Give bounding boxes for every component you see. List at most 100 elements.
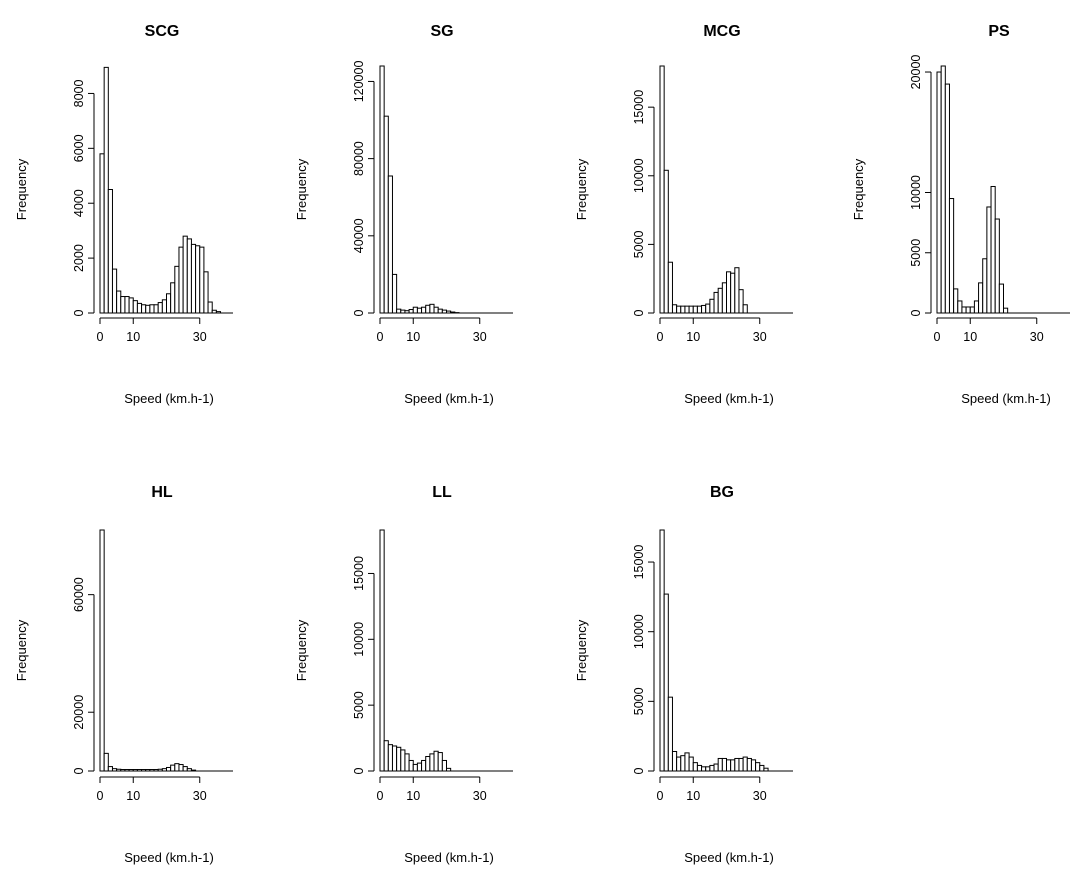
histogram-bar [957,300,963,314]
histogram-bar [738,289,744,314]
y-tick-label: 5000 [352,691,366,719]
panel-title: HL [151,484,173,501]
histogram-bar [998,283,1004,314]
histogram-bar [721,757,727,772]
histogram-bar [429,303,435,314]
histogram-bar [730,759,736,772]
histogram-bar [680,755,686,772]
histogram-bar [182,766,188,772]
histogram-bar [692,305,698,314]
histogram-bar [391,273,398,314]
x-tick-label: 0 [377,330,384,344]
histogram-bar [161,299,167,314]
y-tick-label: 10000 [352,622,366,657]
histogram-bar [969,306,975,314]
histogram-bar [178,246,184,314]
histogram-bar [433,750,439,772]
x-tick-label: 30 [193,789,207,803]
histogram-bar [726,271,732,314]
histogram-bar [421,306,427,314]
y-tick-label: 5000 [632,687,646,715]
y-tick-label: 0 [909,309,923,316]
histogram-bar [696,305,703,314]
histogram-bar [383,740,389,772]
histogram-bar [207,301,213,314]
histogram-bar [404,753,410,772]
x-axis-label: Speed (km.h-1) [684,850,774,865]
histogram-bar [709,298,715,314]
histogram-bar [676,305,682,314]
histogram-bar [433,306,439,314]
x-tick-label: 30 [1030,330,1044,344]
histogram-bar [103,752,109,772]
histogram-bar [145,304,151,314]
histogram-bar [111,268,118,314]
histogram-bar [157,302,163,314]
panel-ll: 0 10 30 0 5000 10000 15000 LL Speed (km.h-1) Freq… [294,484,513,865]
histogram-bar [396,308,402,314]
histogram-bar [379,65,385,314]
histogram-bar [186,238,192,314]
histogram-bar [663,593,669,772]
y-tick-label: 0 [632,767,646,774]
histogram-bar [978,282,984,314]
histogram-bar [692,762,698,772]
y-tick-label: 2000 [72,244,86,272]
x-tick-label: 10 [406,330,420,344]
x-tick-label: 10 [686,330,700,344]
histogram-bar [705,303,711,314]
y-axis-label: Frequency [14,158,29,220]
histogram-bar [174,763,180,772]
histogram-bar [742,756,748,772]
histogram-bar [721,282,727,314]
panel-bg: 0 10 30 0 5000 10000 15000 BG Speed (km.h-1) Freq… [574,484,793,865]
histogram-bar [688,305,694,314]
panel-sg: 0 10 30 0 40000 80000 120000 SG Speed (km.h-1) Fr… [294,23,513,406]
y-tick-label: 15000 [352,556,366,591]
histogram-bar [986,206,992,314]
x-tick-label: 10 [126,330,140,344]
x-axis-label: Speed (km.h-1) [124,850,214,865]
panel-title: PS [988,23,1010,40]
y-tick-label: 0 [72,309,86,316]
y-tick-label: 15000 [632,545,646,580]
histogram-bar [684,305,690,314]
histogram-bar [663,169,669,314]
y-tick-label: 5000 [632,230,646,258]
y-tick-label: 60000 [72,577,86,612]
x-tick-label: 30 [193,330,207,344]
panel-scg: 0 10 30 0 2000 4000 6000 8000 SCG Speed (km.h-1) F… [14,23,233,406]
histogram-bar [99,529,105,772]
histogram-bar [676,756,682,772]
histogram-bar [973,300,980,314]
y-tick-label: 0 [632,309,646,316]
histogram-bar [1003,307,1009,314]
x-axis-label: Speed (km.h-1) [124,391,214,406]
histogram-bar [717,757,723,772]
y-tick-label: 8000 [72,79,86,107]
histogram-bar [759,764,765,772]
x-tick-label: 10 [963,330,977,344]
histogram-bar [383,115,389,314]
histogram-bar [738,757,744,772]
panel-title: MCG [703,23,740,40]
x-tick-label: 0 [97,789,104,803]
histogram-bar [667,261,673,314]
histogram-bar [696,764,703,772]
histogram-bar [182,235,188,314]
histogram-bar [701,304,707,314]
y-tick-label: 10000 [632,614,646,649]
histogram-bar [944,83,950,314]
panel-title: BG [710,484,734,501]
x-tick-label: 30 [753,330,767,344]
histogram-bar [416,762,423,772]
histogram-bar [953,288,959,314]
histogram-bar [425,304,431,314]
histogram-bar [107,189,113,314]
x-tick-label: 0 [377,789,384,803]
y-tick-label: 40000 [352,218,366,253]
y-axis-label: Frequency [574,158,589,220]
x-tick-label: 0 [657,330,664,344]
panel-title: SCG [145,23,180,40]
